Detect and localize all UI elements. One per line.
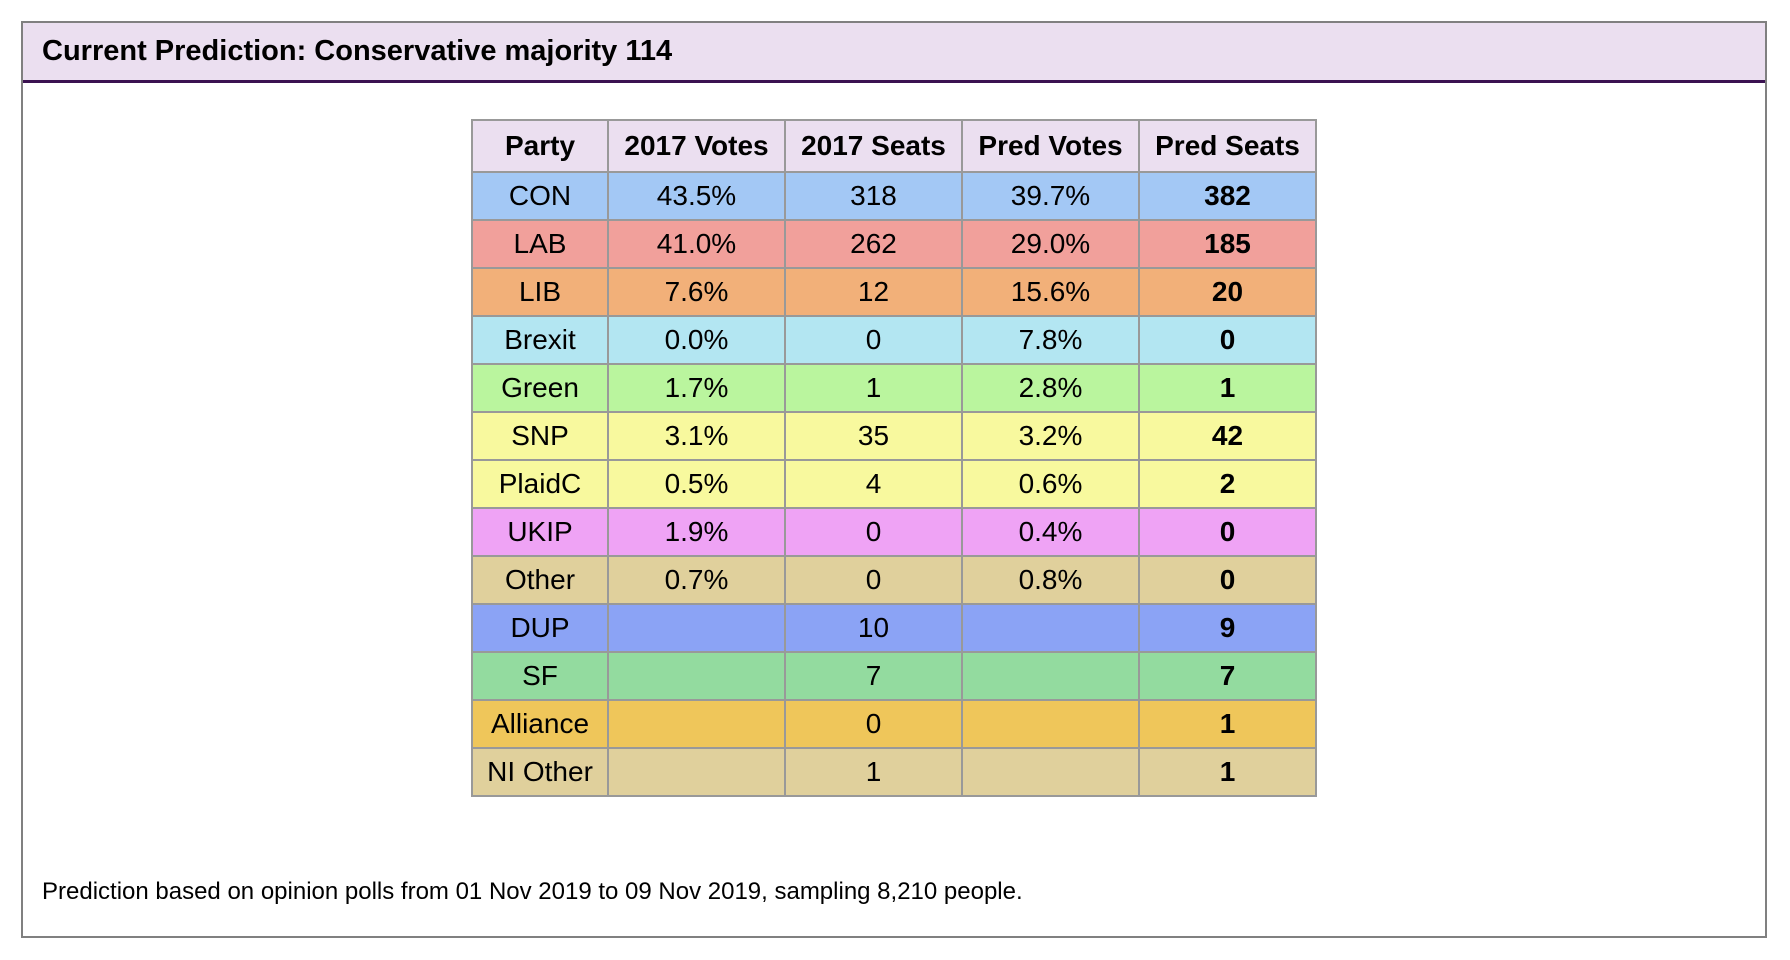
party-cell: CON: [471, 171, 609, 221]
table-body: CON 43.5% 318 39.7% 382 LAB 41.0% 262 29.0% 185 LI…: [471, 171, 1317, 797]
pred-seats-cell: 0: [1138, 555, 1317, 605]
party-cell: Brexit: [471, 315, 609, 365]
table-row: Other 0.7% 0 0.8% 0: [471, 555, 1317, 605]
table-row: CON 43.5% 318 39.7% 382: [471, 171, 1317, 221]
pred-votes-cell: 3.2%: [961, 411, 1140, 461]
pred-votes-cell: 39.7%: [961, 171, 1140, 221]
pred-seats-cell: 1: [1138, 747, 1317, 797]
pred-seats-cell: 7: [1138, 651, 1317, 701]
votes-2017-cell: 7.6%: [607, 267, 786, 317]
votes-2017-cell: [607, 699, 786, 749]
seats-2017-cell: 0: [784, 699, 963, 749]
votes-2017-cell: [607, 747, 786, 797]
header-pred-votes: Pred Votes: [961, 119, 1140, 173]
prediction-table: Party 2017 Votes 2017 Seats Pred Votes P…: [471, 119, 1317, 797]
party-cell: LAB: [471, 219, 609, 269]
party-cell: SNP: [471, 411, 609, 461]
prediction-table-container: Party 2017 Votes 2017 Seats Pred Votes P…: [471, 119, 1317, 797]
table-row: NI Other 1 1: [471, 747, 1317, 797]
pred-seats-cell: 9: [1138, 603, 1317, 653]
votes-2017-cell: 0.7%: [607, 555, 786, 605]
party-cell: Green: [471, 363, 609, 413]
pred-seats-cell: 382: [1138, 171, 1317, 221]
table-row: Green 1.7% 1 2.8% 1: [471, 363, 1317, 413]
seats-2017-cell: 1: [784, 363, 963, 413]
party-cell: LIB: [471, 267, 609, 317]
pred-votes-cell: 29.0%: [961, 219, 1140, 269]
party-cell: DUP: [471, 603, 609, 653]
pred-seats-cell: 1: [1138, 363, 1317, 413]
votes-2017-cell: 43.5%: [607, 171, 786, 221]
votes-2017-cell: 1.7%: [607, 363, 786, 413]
pred-votes-cell: [961, 603, 1140, 653]
panel-header: Current Prediction: Conservative majorit…: [23, 23, 1765, 83]
pred-votes-cell: 0.4%: [961, 507, 1140, 557]
pred-seats-cell: 1: [1138, 699, 1317, 749]
footnote: Prediction based on opinion polls from 0…: [42, 878, 1023, 905]
pred-seats-cell: 42: [1138, 411, 1317, 461]
pred-votes-cell: 0.8%: [961, 555, 1140, 605]
seats-2017-cell: 4: [784, 459, 963, 509]
votes-2017-cell: 1.9%: [607, 507, 786, 557]
pred-votes-cell: 7.8%: [961, 315, 1140, 365]
table-row: UKIP 1.9% 0 0.4% 0: [471, 507, 1317, 557]
table-row: PlaidC 0.5% 4 0.6% 2: [471, 459, 1317, 509]
pred-votes-cell: [961, 651, 1140, 701]
votes-2017-cell: 3.1%: [607, 411, 786, 461]
seats-2017-cell: 0: [784, 507, 963, 557]
pred-votes-cell: 0.6%: [961, 459, 1140, 509]
seats-2017-cell: 1: [784, 747, 963, 797]
seats-2017-cell: 318: [784, 171, 963, 221]
votes-2017-cell: 41.0%: [607, 219, 786, 269]
party-cell: SF: [471, 651, 609, 701]
header-2017-seats: 2017 Seats: [784, 119, 963, 173]
party-cell: Other: [471, 555, 609, 605]
votes-2017-cell: 0.5%: [607, 459, 786, 509]
votes-2017-cell: [607, 603, 786, 653]
panel-title: Current Prediction: Conservative majorit…: [42, 35, 673, 67]
party-cell: Alliance: [471, 699, 609, 749]
seats-2017-cell: 0: [784, 555, 963, 605]
votes-2017-cell: [607, 651, 786, 701]
header-party: Party: [471, 119, 609, 173]
seats-2017-cell: 12: [784, 267, 963, 317]
header-2017-votes: 2017 Votes: [607, 119, 786, 173]
pred-votes-cell: [961, 747, 1140, 797]
table-row: Alliance 0 1: [471, 699, 1317, 749]
table-row: SF 7 7: [471, 651, 1317, 701]
table-row: DUP 10 9: [471, 603, 1317, 653]
table-row: SNP 3.1% 35 3.2% 42: [471, 411, 1317, 461]
prediction-panel: Current Prediction: Conservative majorit…: [21, 21, 1767, 938]
pred-seats-cell: 2: [1138, 459, 1317, 509]
pred-votes-cell: 2.8%: [961, 363, 1140, 413]
pred-votes-cell: [961, 699, 1140, 749]
pred-seats-cell: 0: [1138, 315, 1317, 365]
pred-seats-cell: 0: [1138, 507, 1317, 557]
table-row: Brexit 0.0% 0 7.8% 0: [471, 315, 1317, 365]
seats-2017-cell: 7: [784, 651, 963, 701]
party-cell: PlaidC: [471, 459, 609, 509]
seats-2017-cell: 262: [784, 219, 963, 269]
table-row: LIB 7.6% 12 15.6% 20: [471, 267, 1317, 317]
table-header-row: Party 2017 Votes 2017 Seats Pred Votes P…: [471, 119, 1317, 173]
party-cell: NI Other: [471, 747, 609, 797]
seats-2017-cell: 35: [784, 411, 963, 461]
seats-2017-cell: 0: [784, 315, 963, 365]
party-cell: UKIP: [471, 507, 609, 557]
votes-2017-cell: 0.0%: [607, 315, 786, 365]
pred-votes-cell: 15.6%: [961, 267, 1140, 317]
table-row: LAB 41.0% 262 29.0% 185: [471, 219, 1317, 269]
pred-seats-cell: 185: [1138, 219, 1317, 269]
pred-seats-cell: 20: [1138, 267, 1317, 317]
header-pred-seats: Pred Seats: [1138, 119, 1317, 173]
seats-2017-cell: 10: [784, 603, 963, 653]
